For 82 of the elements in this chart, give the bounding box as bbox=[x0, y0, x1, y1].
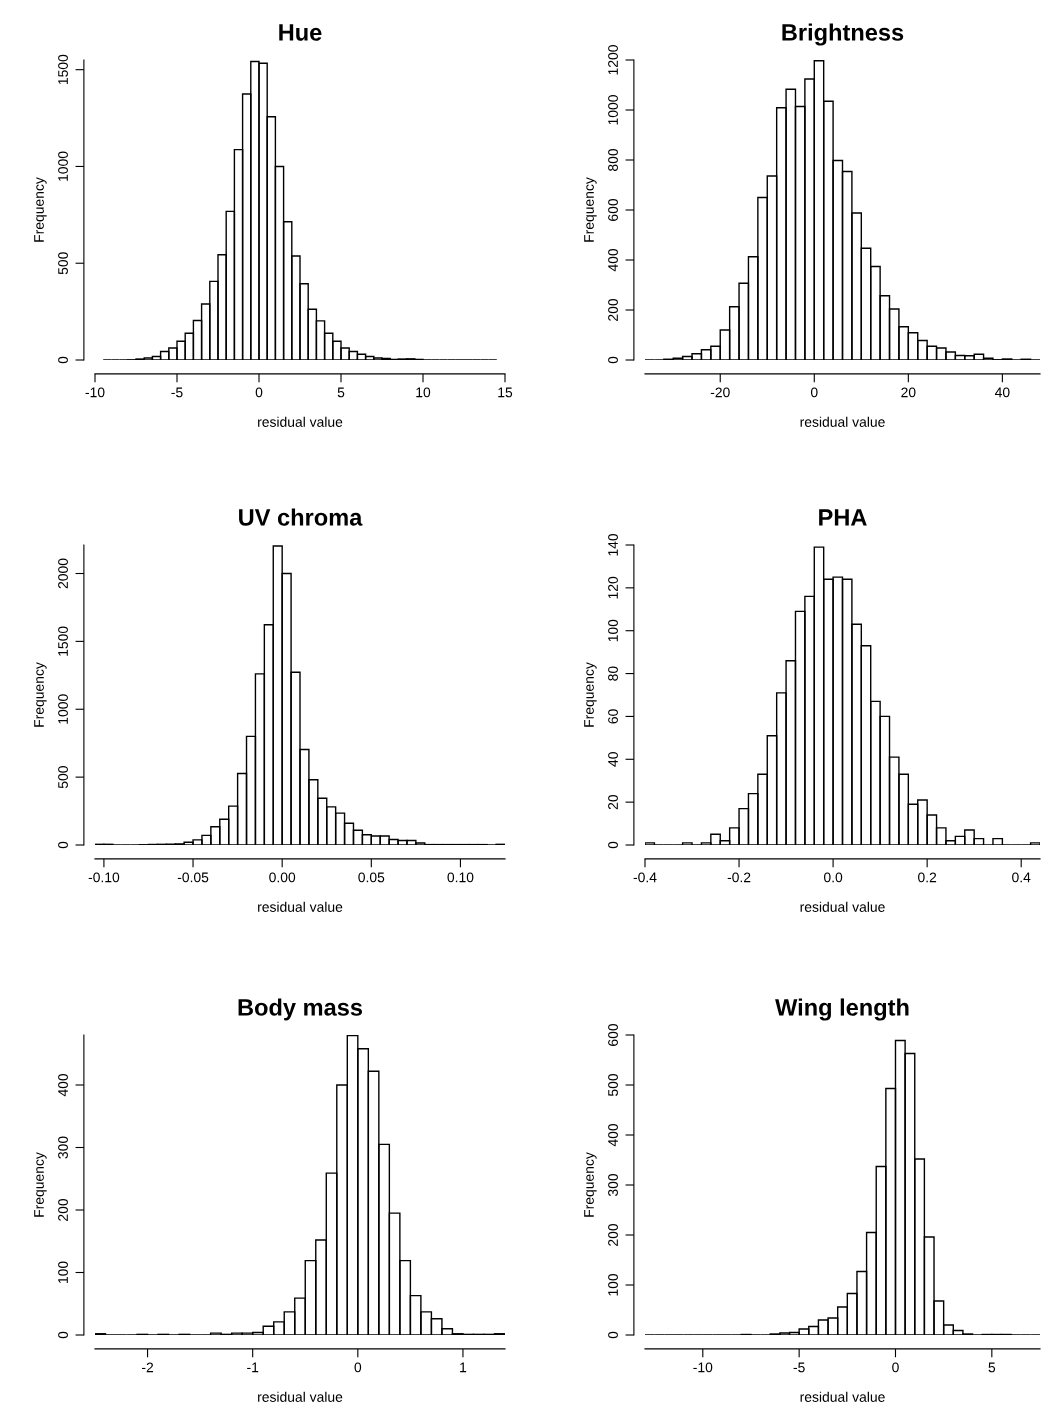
y-tick-label: 2000 bbox=[58, 558, 68, 589]
x-tick-label: -0.2 bbox=[727, 872, 751, 883]
chart-title: UV chroma bbox=[239, 508, 363, 526]
x-tick-label: -5 bbox=[793, 1362, 805, 1373]
y-tick-label: 1000 bbox=[608, 95, 618, 125]
y-tick-label: 400 bbox=[58, 1073, 68, 1097]
y-tick-label: 0 bbox=[58, 356, 68, 364]
chart-title: PHA bbox=[819, 509, 867, 526]
y-tick-label: 500 bbox=[58, 252, 68, 275]
y-tick-label: 200 bbox=[608, 298, 618, 321]
y-tick-label: 1000 bbox=[58, 694, 68, 724]
y-tick-label: 500 bbox=[608, 1073, 618, 1097]
x-tick-label: 5 bbox=[988, 1362, 996, 1373]
y-tick-label: 1200 bbox=[608, 45, 618, 75]
chart-title: Wing length bbox=[775, 998, 909, 1021]
x-axis-title: residual value bbox=[800, 1391, 885, 1402]
x-tick-label: 20 bbox=[901, 387, 916, 398]
x-axis-title: residual value bbox=[258, 416, 343, 427]
y-tick-label: 800 bbox=[608, 148, 618, 171]
x-axis-title: residual value bbox=[258, 1391, 343, 1402]
y-tick-label: 400 bbox=[608, 1123, 618, 1147]
y-tick-label: 100 bbox=[58, 1261, 68, 1284]
y-axis-title: Frequency bbox=[584, 1152, 597, 1217]
y-tick-label: 100 bbox=[608, 1273, 618, 1296]
y-tick-label: 1000 bbox=[58, 151, 68, 181]
x-tick-label: 0.2 bbox=[918, 872, 937, 883]
x-tick-label: -5 bbox=[171, 387, 183, 398]
x-axis-title: residual value bbox=[800, 901, 885, 912]
x-tick-label: 0.05 bbox=[358, 872, 385, 883]
y-tick-label: 600 bbox=[608, 198, 618, 221]
y-axis-title: Frequency bbox=[34, 662, 47, 727]
y-axis-title: Frequency bbox=[584, 662, 597, 727]
x-tick-label: -0.4 bbox=[633, 872, 657, 883]
y-tick-label: 200 bbox=[608, 1223, 618, 1246]
y-tick-label: 140 bbox=[608, 533, 618, 556]
y-tick-label: 600 bbox=[608, 1023, 618, 1046]
x-tick-label: -0.05 bbox=[177, 872, 209, 883]
y-tick-label: 300 bbox=[58, 1136, 68, 1159]
x-tick-label: 0.10 bbox=[447, 872, 474, 883]
x-tick-label: 0 bbox=[892, 1362, 899, 1373]
x-tick-label: -10 bbox=[693, 1362, 713, 1373]
x-tick-label: 10 bbox=[416, 387, 431, 398]
x-tick-label: 15 bbox=[498, 387, 513, 398]
x-axis-title: residual value bbox=[800, 416, 885, 427]
chart-title: Body mass bbox=[238, 998, 363, 1021]
x-axis-title: residual value bbox=[258, 901, 343, 912]
x-tick-label: 0.4 bbox=[1012, 872, 1031, 883]
y-axis-title: Frequency bbox=[34, 177, 47, 242]
x-tick-label: 5 bbox=[337, 387, 345, 398]
x-tick-label: -2 bbox=[142, 1362, 154, 1373]
y-tick-label: 1500 bbox=[58, 54, 68, 85]
y-axis-title: Frequency bbox=[34, 1152, 47, 1217]
y-tick-label: 40 bbox=[608, 752, 618, 767]
y-tick-label: 400 bbox=[608, 248, 618, 272]
x-tick-label: 0.00 bbox=[269, 872, 296, 883]
y-tick-label: 20 bbox=[608, 794, 618, 810]
x-tick-label: 0 bbox=[255, 387, 263, 398]
y-tick-label: 0 bbox=[608, 841, 618, 849]
chart-title: Hue bbox=[279, 24, 322, 41]
x-tick-label: -20 bbox=[710, 387, 730, 398]
x-tick-label: -1 bbox=[247, 1362, 259, 1373]
y-tick-label: 100 bbox=[608, 619, 618, 642]
y-tick-label: 80 bbox=[608, 666, 618, 681]
chart-title: Brightness bbox=[782, 23, 904, 46]
y-tick-label: 1500 bbox=[58, 626, 68, 656]
x-tick-label: -0.10 bbox=[88, 872, 120, 883]
y-tick-label: 0 bbox=[608, 1331, 618, 1339]
x-tick-label: 1 bbox=[460, 1362, 467, 1373]
y-tick-label: 200 bbox=[58, 1198, 68, 1221]
y-tick-label: 0 bbox=[58, 1331, 68, 1339]
x-tick-label: 0 bbox=[354, 1362, 362, 1373]
x-tick-label: 0.0 bbox=[823, 872, 843, 883]
x-tick-label: 0 bbox=[810, 387, 818, 398]
y-tick-label: 300 bbox=[608, 1173, 618, 1197]
y-axis-title: Frequency bbox=[584, 177, 597, 242]
y-tick-label: 500 bbox=[58, 766, 68, 789]
x-tick-label: -10 bbox=[85, 387, 105, 398]
y-tick-label: 120 bbox=[608, 576, 618, 599]
y-tick-label: 0 bbox=[58, 841, 68, 849]
y-tick-label: 60 bbox=[608, 709, 618, 724]
y-tick-label: 0 bbox=[608, 356, 618, 364]
x-tick-label: 40 bbox=[994, 387, 1010, 398]
